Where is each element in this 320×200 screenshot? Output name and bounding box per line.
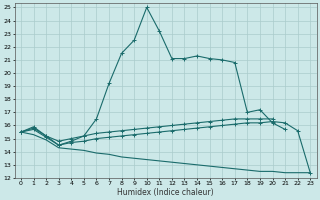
X-axis label: Humidex (Indice chaleur): Humidex (Indice chaleur) [117, 188, 214, 197]
